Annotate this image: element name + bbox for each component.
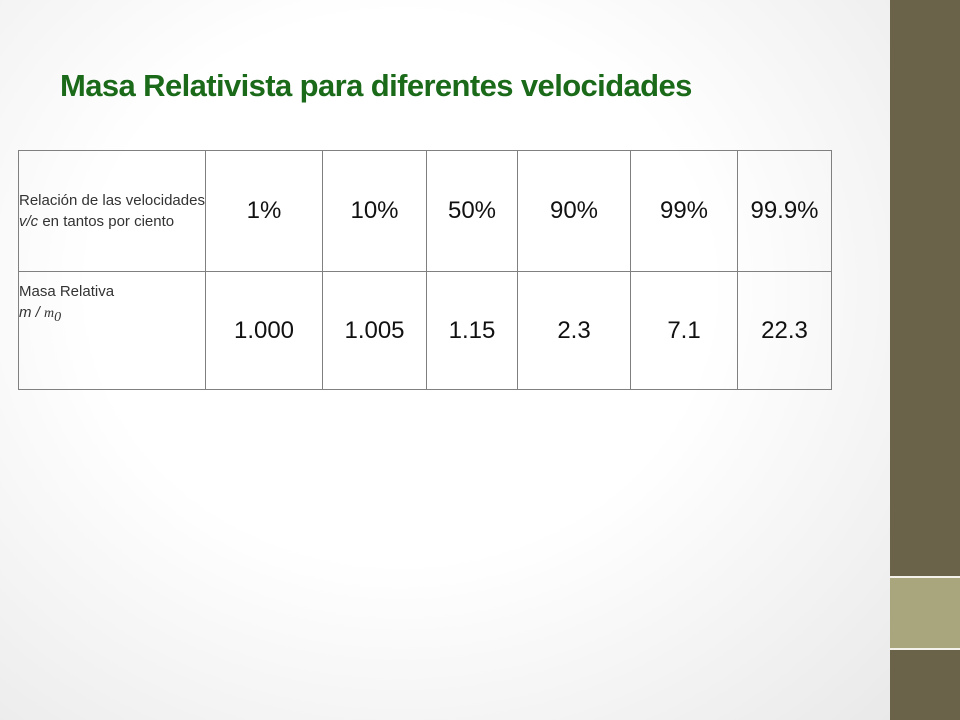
velocity-cell-1: 1% — [205, 150, 323, 272]
mass-velocity-table: Relación de las velocidades v/c en tanto… — [18, 150, 832, 390]
table-row-mass: Masa Relativa m / m0 1.000 1.005 1.15 2.3… — [18, 271, 832, 390]
row-header-mass-subscript: 0 — [54, 310, 62, 325]
row-header-mass-text: Masa Relativa — [19, 283, 115, 300]
row-header-mass-var: m / — [19, 304, 44, 321]
velocity-cell-2: 10% — [322, 150, 427, 272]
slide-title: Masa Relativista para diferentes velocid… — [60, 68, 692, 103]
row-header-velocity-tail: en tantos por ciento — [38, 213, 175, 230]
row-header-mass-symbol: m — [44, 306, 55, 321]
mass-cell-4: 2.3 — [517, 271, 631, 390]
row-header-mass: Masa Relativa m / m0 — [18, 271, 206, 390]
sidebar-accent-block — [890, 577, 960, 649]
velocity-cell-6: 99.9% — [737, 150, 832, 272]
row-header-velocity-text: Relación de las velocidades — [19, 192, 205, 209]
mass-cell-2: 1.005 — [322, 271, 427, 390]
sidebar-divider-top — [890, 576, 960, 578]
mass-cell-3: 1.15 — [426, 271, 518, 390]
velocity-cell-5: 99% — [630, 150, 738, 272]
mass-cell-1: 1.000 — [205, 271, 323, 390]
mass-cell-5: 7.1 — [630, 271, 738, 390]
row-header-velocity: Relación de las velocidades v/c en tanto… — [18, 150, 206, 272]
row-header-velocity-var: v/c — [19, 213, 39, 230]
mass-cell-6: 22.3 — [737, 271, 832, 390]
velocity-cell-3: 50% — [426, 150, 518, 272]
table-row-velocity: Relación de las velocidades v/c en tanto… — [18, 150, 832, 272]
sidebar-divider-bottom — [890, 648, 960, 650]
velocity-cell-4: 90% — [517, 150, 631, 272]
